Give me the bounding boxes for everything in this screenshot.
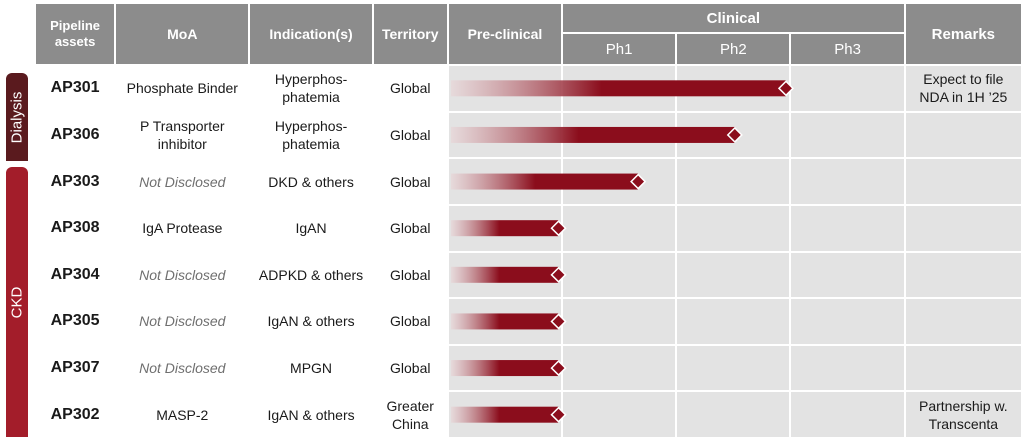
remarks-cell (905, 205, 1021, 251)
header-moa: MoA (116, 4, 249, 64)
header-territory: Territory (373, 4, 447, 64)
header-ph2: Ph2 (677, 34, 790, 64)
table-row: AP308 IgA Protease IgAN Global (36, 205, 1021, 251)
phase-cell-ph3 (791, 112, 904, 158)
phase-cell-ph2 (677, 345, 790, 391)
indication-cell: DKD & others (250, 159, 372, 204)
group-label-ckd: CKD (6, 167, 28, 437)
table-row: AP302 MASP-2 IgAN & others Greater China Par… (36, 392, 1021, 437)
phase-cell-ph2 (677, 112, 790, 158)
phase-cell-ph2 (677, 159, 790, 204)
moa-cell: MASP-2 (116, 392, 249, 437)
indication-cell: MPGN (250, 345, 372, 391)
phase-cell-ph2 (677, 205, 790, 251)
phase-cell-pre-clinical (448, 66, 562, 111)
phase-cell-ph3 (791, 66, 904, 111)
group-ckd-text: CKD (8, 286, 26, 318)
phase-cell-pre-clinical (448, 112, 562, 158)
indication-cell: Hyperphos-phatemia (250, 66, 372, 111)
header-assets: Pipeline assets (36, 4, 115, 64)
phase-cell-ph1 (563, 112, 676, 158)
territory-cell: Global (373, 159, 447, 204)
phase-cell-ph1 (563, 392, 676, 437)
phase-cell-ph1 (563, 205, 676, 251)
header-clinical: Clinical (563, 4, 904, 32)
table-row: AP305 Not Disclosed IgAN & others Global (36, 299, 1021, 344)
phase-cell-ph2 (677, 252, 790, 298)
moa-cell: Not Disclosed (116, 159, 249, 204)
moa-cell: Phosphate Binder (116, 66, 249, 111)
pipeline-table: Pipeline assets MoA Indication(s) Territ… (34, 2, 1023, 439)
phase-cell-ph1 (563, 252, 676, 298)
territory-cell: Global (373, 345, 447, 391)
asset-cell: AP305 (36, 299, 115, 344)
asset-cell: AP307 (36, 345, 115, 391)
remarks-cell: Expect to file NDA in 1H ’25 (905, 66, 1021, 111)
header-remarks: Remarks (905, 4, 1021, 64)
asset-cell: AP302 (36, 392, 115, 437)
table-row: AP307 Not Disclosed MPGN Global (36, 345, 1021, 391)
phase-cell-ph3 (791, 299, 904, 344)
phase-cell-ph1 (563, 345, 676, 391)
moa-cell: P Transporter inhibitor (116, 112, 249, 158)
moa-cell: Not Disclosed (116, 345, 249, 391)
table-row: AP301 Phosphate Binder Hyperphos-phatemia G… (36, 66, 1021, 111)
remarks-cell (905, 299, 1021, 344)
phase-cell-pre-clinical (448, 345, 562, 391)
indication-cell: IgAN & others (250, 299, 372, 344)
remarks-cell (905, 345, 1021, 391)
header-ph1: Ph1 (563, 34, 676, 64)
pipeline-rows: AP301 Phosphate Binder Hyperphos-phatemia G… (36, 66, 1021, 437)
phase-cell-ph3 (791, 392, 904, 437)
phase-cell-ph1 (563, 66, 676, 111)
phase-cell-ph1 (563, 159, 676, 204)
territory-cell: Global (373, 299, 447, 344)
asset-cell: AP301 (36, 66, 115, 111)
asset-cell: AP306 (36, 112, 115, 158)
header-ph3: Ph3 (791, 34, 904, 64)
asset-cell: AP308 (36, 205, 115, 251)
asset-cell: AP304 (36, 252, 115, 298)
indication-cell: ADPKD & others (250, 252, 372, 298)
phase-cell-ph2 (677, 392, 790, 437)
phase-cell-ph1 (563, 299, 676, 344)
phase-cell-pre-clinical (448, 205, 562, 251)
moa-cell: Not Disclosed (116, 299, 249, 344)
territory-cell: Global (373, 66, 447, 111)
asset-cell: AP303 (36, 159, 115, 204)
indication-cell: Hyperphos-phatemia (250, 112, 372, 158)
table-row: AP303 Not Disclosed DKD & others Global (36, 159, 1021, 204)
indication-cell: IgAN (250, 205, 372, 251)
phase-cell-pre-clinical (448, 392, 562, 437)
moa-cell: Not Disclosed (116, 252, 249, 298)
header-indication: Indication(s) (250, 4, 372, 64)
territory-cell: Global (373, 252, 447, 298)
territory-cell: Global (373, 205, 447, 251)
group-label-dialysis: Dialysis (6, 73, 28, 161)
territory-cell: Greater China (373, 392, 447, 437)
phase-cell-ph3 (791, 159, 904, 204)
table-row: AP304 Not Disclosed ADPKD & others Global (36, 252, 1021, 298)
phase-cell-ph3 (791, 345, 904, 391)
group-dialysis-text: Dialysis (8, 91, 26, 143)
phase-cell-ph3 (791, 205, 904, 251)
header-preclinical: Pre-clinical (448, 4, 562, 64)
remarks-cell (905, 112, 1021, 158)
phase-cell-pre-clinical (448, 159, 562, 204)
table-row: AP306 P Transporter inhibitor Hyperphos-ph… (36, 112, 1021, 158)
remarks-cell (905, 252, 1021, 298)
territory-cell: Global (373, 112, 447, 158)
phase-cell-ph3 (791, 252, 904, 298)
phase-cell-ph2 (677, 66, 790, 111)
phase-cell-pre-clinical (448, 252, 562, 298)
moa-cell: IgA Protease (116, 205, 249, 251)
phase-cell-pre-clinical (448, 299, 562, 344)
indication-cell: IgAN & others (250, 392, 372, 437)
remarks-cell: Partnership w. Transcenta (905, 392, 1021, 437)
phase-cell-ph2 (677, 299, 790, 344)
remarks-cell (905, 159, 1021, 204)
